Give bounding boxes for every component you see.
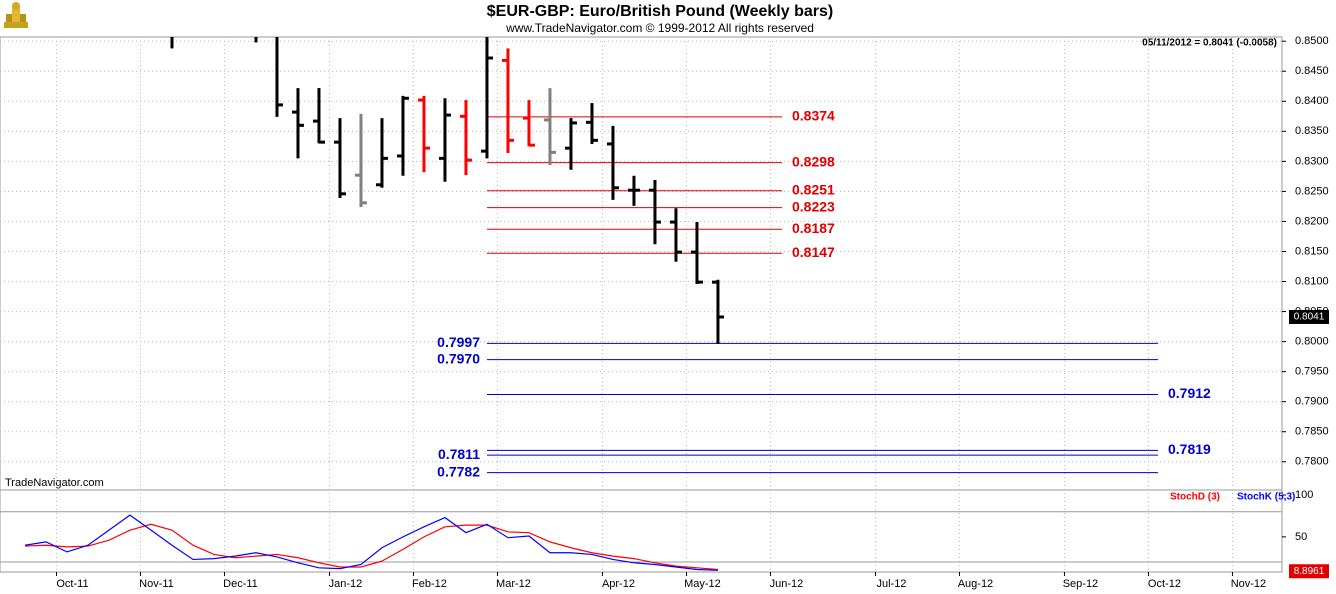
y-tick-label: 50: [1295, 531, 1307, 543]
price-panel: [170, 37, 1158, 474]
level-label: 0.8251: [792, 182, 835, 198]
level-label: 0.8187: [792, 220, 835, 236]
legend-entry: StochK (5,3): [1237, 492, 1295, 503]
axes: 0.78000.78500.79000.79500.80000.80500.81…: [55, 35, 1329, 590]
y-tick-label: 0.8100: [1295, 275, 1329, 287]
stoch-line: [24, 523, 719, 571]
x-tick-label: Jun-12: [770, 578, 804, 590]
level-label: 0.7782: [437, 463, 480, 479]
x-tick-label: May-12: [684, 578, 721, 590]
x-tick-label: Feb-12: [412, 578, 447, 590]
last-value-label: 0.8041: [1294, 312, 1325, 323]
y-tick-label: 0.7800: [1295, 456, 1329, 468]
stoch-panel: [0, 511, 1282, 571]
x-tick-label: Aug-12: [958, 578, 993, 590]
y-tick-label: 0.8450: [1295, 65, 1329, 77]
stoch-line: [24, 514, 718, 571]
plot-frame: [0, 36, 1283, 573]
y-tick-label: 0.8250: [1295, 185, 1329, 197]
y-tick-label: 0.8000: [1295, 336, 1329, 348]
level-label: 0.7997: [437, 334, 480, 350]
level-label: 0.7912: [1168, 385, 1211, 401]
annotation: 05/11/2012 = 0.8041 (-0.0058): [1142, 38, 1277, 49]
level-label: 0.7970: [437, 350, 480, 366]
y-tick-label: 0.7950: [1295, 366, 1329, 378]
level-label: 0.8374: [792, 108, 835, 124]
y-tick-label: 0.8300: [1295, 155, 1329, 167]
y-tick-label: 0.8200: [1295, 215, 1329, 227]
legend-entry: StochD (3): [1170, 492, 1220, 503]
x-tick-label: Jul-12: [876, 578, 906, 590]
x-tick-label: Oct-11: [56, 578, 88, 590]
last-value-label: 8.8961: [1294, 566, 1325, 577]
y-tick-label: 0.7850: [1295, 426, 1329, 438]
x-tick-label: Nov-12: [1231, 578, 1266, 590]
chart-title: $EUR-GBP: Euro/British Pound (Weekly bar…: [487, 3, 833, 20]
y-tick-label: 0.8400: [1295, 95, 1329, 107]
x-tick-label: Oct-12: [1148, 578, 1181, 590]
x-tick-label: Sep-12: [1063, 578, 1098, 590]
x-tick-label: Dec-11: [223, 578, 258, 590]
logo: [4, 2, 28, 28]
x-tick-label: Mar-12: [496, 578, 531, 590]
level-label: 0.7811: [438, 446, 480, 462]
y-tick-label: 0.7900: [1295, 396, 1329, 408]
x-tick-label: Jan-12: [329, 578, 363, 590]
y-tick-label: 0.8500: [1295, 35, 1329, 47]
x-tick-label: Nov-11: [139, 578, 174, 590]
chart-subtitle: www.TradeNavigator.com © 1999-2012 All r…: [505, 21, 814, 35]
watermark: TradeNavigator.com: [5, 477, 104, 489]
level-label: 0.8223: [792, 198, 835, 214]
y-tick-label: 100: [1295, 489, 1313, 501]
last-value-box: [1289, 564, 1329, 579]
level-label: 0.7819: [1168, 441, 1211, 457]
level-label: 0.8147: [792, 244, 835, 260]
last-value-box: [1289, 309, 1329, 324]
y-tick-label: 0.8350: [1295, 125, 1329, 137]
y-tick-label: 0.8150: [1295, 245, 1329, 257]
level-label: 0.8298: [792, 153, 835, 169]
x-tick-label: Apr-12: [602, 578, 635, 590]
grid: [0, 37, 1282, 572]
